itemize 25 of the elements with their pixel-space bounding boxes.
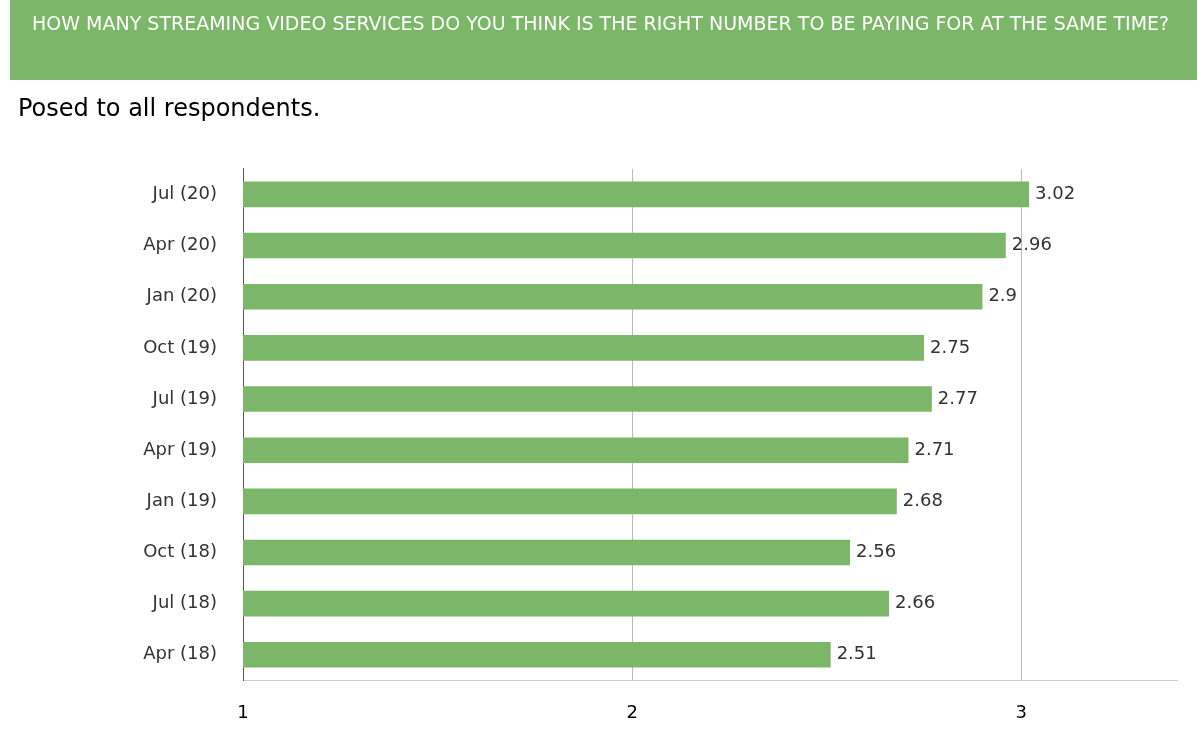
y-tick-label: Jul (20) [151, 182, 217, 204]
data-label: 2.77 [937, 386, 978, 408]
y-tick-label: Apr (19) [143, 437, 217, 459]
y-tick-label: Apr (18) [143, 642, 217, 664]
data-label: 2.51 [836, 642, 877, 664]
y-tick-label: Apr (20) [143, 233, 217, 255]
data-label: 2.96 [1011, 233, 1052, 255]
data-label: 2.68 [902, 489, 943, 511]
x-tick-label: 2 [626, 700, 638, 722]
y-tick-label: Oct (19) [143, 335, 217, 357]
data-label: 3.02 [1035, 182, 1076, 204]
y-tick-label: Jan (19) [145, 489, 217, 511]
x-tick-label: 3 [1015, 700, 1028, 722]
y-tick-label: Jul (18) [151, 591, 217, 613]
y-tick-label: Jan (20) [145, 284, 217, 306]
chart-title: HOW MANY STREAMING VIDEO SERVICES DO YOU THINK IS THE RIGHT NUMBER TO BE PAYING FOR AT THE SAME TIME? [10, 0, 1197, 80]
chart-subtitle: Posed to all respondents. [18, 94, 321, 122]
data-label: 2.71 [914, 437, 955, 459]
y-tick-label: Oct (18) [143, 540, 217, 562]
data-label: 2.56 [856, 540, 897, 562]
y-tick-label: Jul (19) [151, 386, 217, 408]
x-tick-label: 1 [237, 700, 249, 722]
data-label: 2.9 [988, 284, 1018, 306]
data-label: 2.75 [930, 335, 971, 357]
data-label: 2.66 [895, 591, 936, 613]
